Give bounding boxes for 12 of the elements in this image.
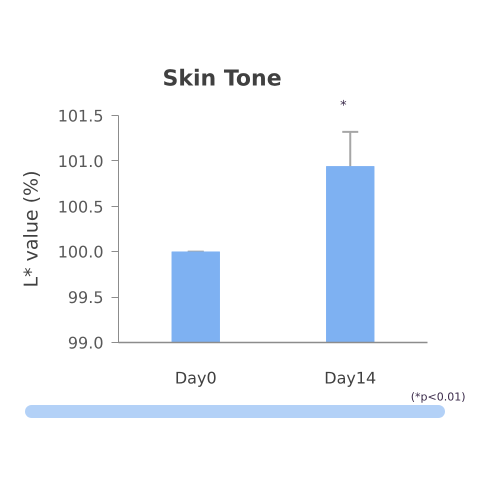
y-tick-label: 99.5 — [68, 288, 104, 308]
y-tick-label: 101.5 — [58, 106, 104, 126]
y-tick-label: 100.5 — [58, 197, 104, 216]
y-tick-label: 99.0 — [68, 334, 104, 352]
chart-title: Skin Tone — [162, 66, 282, 92]
x-tick-label: Day0 — [174, 368, 217, 388]
text: * — [340, 98, 348, 114]
y-tick-label: 100.0 — [58, 242, 104, 262]
y-axis-title: L* value (%) — [20, 170, 43, 288]
text: (*p<0.01) — [410, 390, 466, 404]
x-tick-label: Day14 — [324, 368, 376, 388]
y-tick-label: 101.0 — [58, 152, 104, 171]
